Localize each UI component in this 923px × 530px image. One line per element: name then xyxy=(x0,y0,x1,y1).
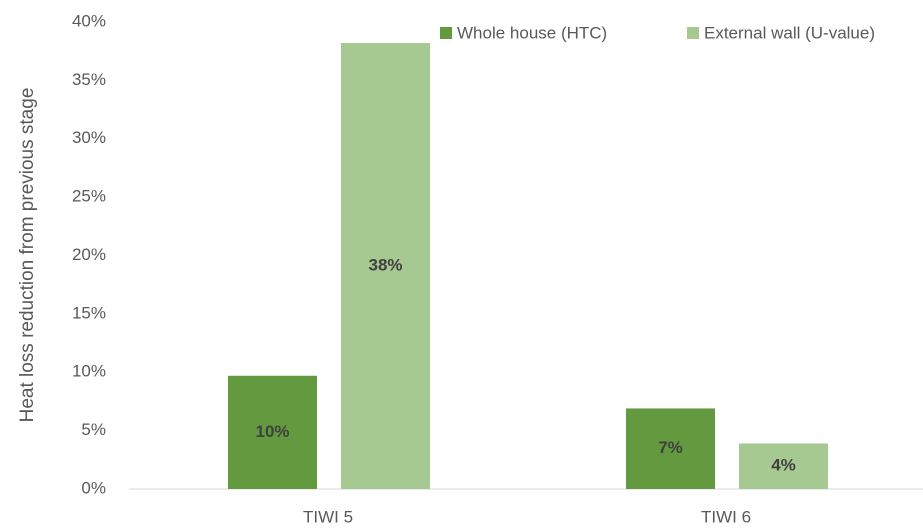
bar xyxy=(228,375,317,489)
legend-swatch xyxy=(440,27,452,39)
y-tick-label: 15% xyxy=(72,303,106,322)
y-tick-label: 5% xyxy=(81,420,106,439)
bar xyxy=(739,443,828,489)
x-tick-label: TIWI 6 xyxy=(701,507,751,526)
bar xyxy=(626,408,715,489)
y-tick-label: 25% xyxy=(72,187,106,206)
bar xyxy=(341,43,430,489)
legend-label: Whole house (HTC) xyxy=(457,23,607,42)
legend-label: External wall (U-value) xyxy=(704,23,875,42)
y-tick-label: 35% xyxy=(72,70,106,89)
x-tick-label: TIWI 5 xyxy=(303,507,353,526)
legend-swatch xyxy=(687,27,699,39)
value-label: 38% xyxy=(368,255,402,274)
y-tick-label: 20% xyxy=(72,245,106,264)
value-label: 7% xyxy=(658,438,683,457)
value-label: 4% xyxy=(771,456,796,475)
y-tick-label: 40% xyxy=(72,11,106,30)
y-tick-label: 30% xyxy=(72,128,106,147)
y-tick-label: 10% xyxy=(72,362,106,381)
value-label: 10% xyxy=(255,422,289,441)
y-tick-label: 0% xyxy=(81,478,106,497)
y-axis-label: Heat loss reduction from previous stage xyxy=(17,88,38,423)
